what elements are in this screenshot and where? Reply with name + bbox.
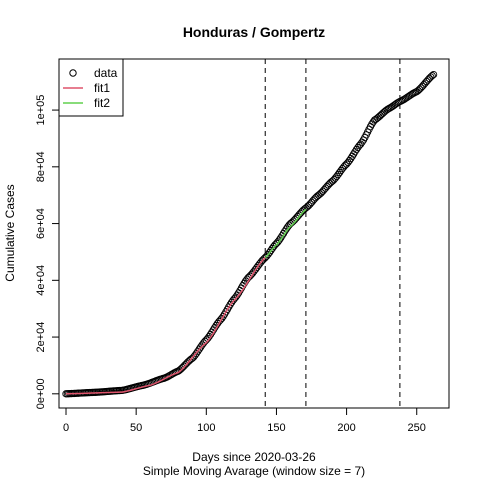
- y-tick-label: 6e+04: [35, 208, 47, 239]
- data-point: [429, 70, 438, 79]
- fit2-line: [264, 208, 307, 259]
- y-tick-label: 1e+05: [35, 95, 47, 126]
- y-axis: 0e+00 2e+04 4e+04 6e+04 8e+04 1e+05: [35, 95, 60, 409]
- plot-area: [58, 58, 450, 409]
- x-tick-label: 100: [197, 422, 215, 434]
- x-axis-label: Days since 2020-03-26: [192, 450, 316, 464]
- y-axis-label: Cumulative Cases: [3, 184, 17, 281]
- x-tick-label: 150: [267, 422, 285, 434]
- data-point: [428, 72, 436, 80]
- x-axis: 0 50 100 150 200 250: [63, 407, 426, 434]
- y-tick-label: 0e+00: [35, 378, 47, 409]
- y-tick-label: 4e+04: [35, 265, 47, 296]
- legend: data fit1 fit2: [58, 58, 124, 117]
- legend-data-label: data: [94, 66, 118, 80]
- chart-title: Honduras / Gompertz: [183, 24, 325, 40]
- vertical-lines: [264, 59, 401, 408]
- x-tick-label: 200: [337, 422, 355, 434]
- legend-fit2-label: fit2: [94, 96, 110, 110]
- x-tick-label: 50: [130, 422, 142, 434]
- x-tick-label: 0: [63, 422, 69, 434]
- legend-fit1-label: fit1: [94, 81, 110, 95]
- x-tick-label: 250: [408, 422, 426, 434]
- data-points: [62, 70, 438, 398]
- y-tick-label: 8e+04: [35, 151, 47, 182]
- fit1-line: [65, 257, 266, 395]
- y-tick-label: 2e+04: [35, 322, 47, 353]
- legend-data-symbol: [69, 69, 77, 77]
- x-axis-sublabel: Simple Moving Avarage (window size = 7): [143, 464, 365, 478]
